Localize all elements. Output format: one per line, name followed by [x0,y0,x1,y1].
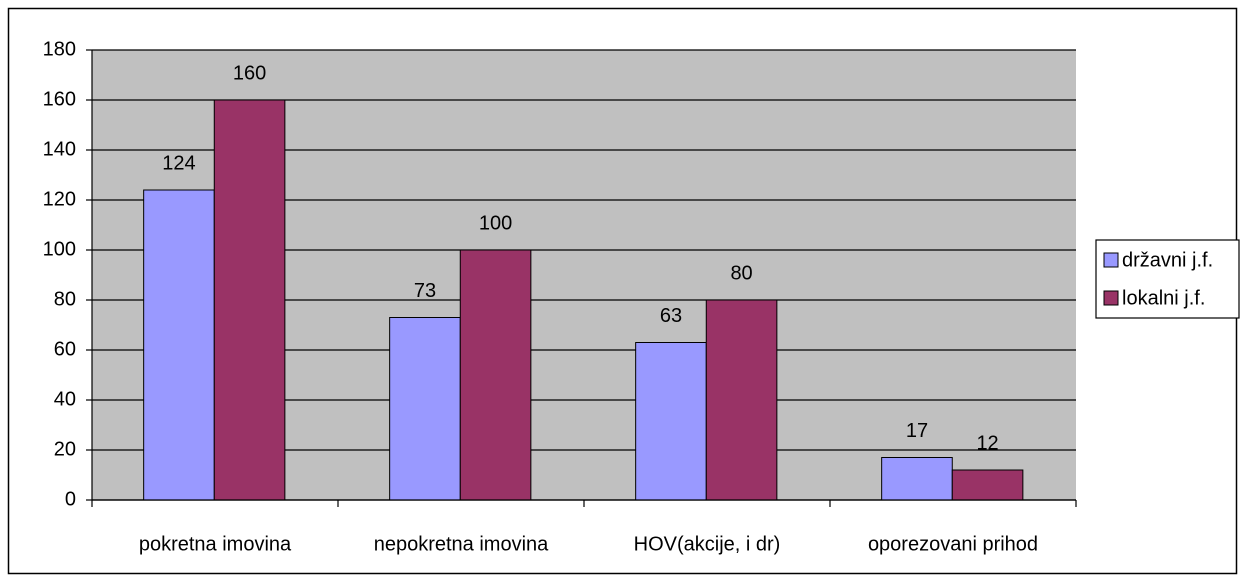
x-tick-label: HOV(akcije, i dr) [634,533,781,555]
legend-swatch [1103,252,1119,268]
bar [635,342,707,501]
data-label: 124 [162,152,195,174]
bar [143,189,215,501]
bar [881,457,953,501]
legend-swatch [1103,290,1119,306]
y-tick-label: 180 [43,38,76,60]
bar [213,99,286,501]
y-tick-label: 160 [43,88,76,110]
y-tick-label: 40 [54,388,76,410]
y-tick-label: 60 [54,338,76,360]
y-tick-label: 0 [65,488,76,510]
x-tick-label: oporezovani prihod [868,533,1038,555]
bar [459,249,532,501]
data-label: 63 [660,305,682,327]
data-label: 160 [233,62,266,84]
x-tick-label: pokretna imovina [139,533,292,555]
data-label: 12 [976,432,998,454]
data-label: 100 [479,212,512,234]
data-label: 73 [414,280,436,302]
y-tick-label: 100 [43,238,76,260]
legend-box [1095,239,1240,319]
y-tick-label: 140 [43,138,76,160]
bar [705,299,778,501]
legend-label: lokalni j.f. [1122,287,1205,309]
x-tick-label: nepokretna imovina [374,533,549,555]
data-label: 80 [730,262,752,284]
bar [951,469,1024,501]
data-label: 17 [906,420,928,442]
legend-label: državni j.f. [1122,249,1213,271]
y-tick-label: 80 [54,288,76,310]
bar [389,317,461,501]
y-tick-label: 20 [54,438,76,460]
y-tick-label: 120 [43,188,76,210]
